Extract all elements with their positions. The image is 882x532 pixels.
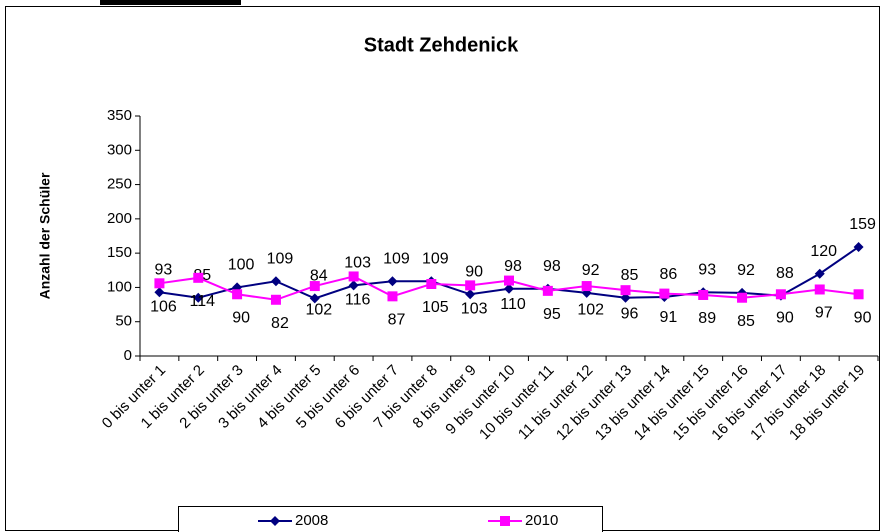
point bbox=[465, 280, 476, 291]
data-label: 82 bbox=[271, 315, 289, 332]
y-tick-label: 100 bbox=[107, 278, 132, 295]
data-label: 91 bbox=[659, 309, 677, 326]
data-label: 98 bbox=[504, 258, 522, 275]
point bbox=[348, 271, 359, 282]
data-label: 110 bbox=[500, 296, 526, 313]
point bbox=[270, 276, 281, 287]
data-label: 95 bbox=[543, 306, 561, 323]
point bbox=[232, 289, 243, 300]
y-tick-label: 200 bbox=[107, 210, 132, 227]
data-label: 106 bbox=[150, 299, 177, 316]
legend-label: 2010 bbox=[525, 512, 558, 529]
data-label: 90 bbox=[776, 310, 794, 327]
point bbox=[193, 292, 204, 303]
legend-label: 2008 bbox=[295, 512, 328, 529]
data-label: 88 bbox=[776, 265, 794, 282]
data-label: 109 bbox=[267, 250, 294, 267]
point bbox=[853, 241, 864, 252]
point bbox=[348, 280, 359, 291]
data-label: 84 bbox=[310, 268, 328, 285]
data-label: 120 bbox=[810, 243, 837, 260]
point bbox=[309, 293, 320, 304]
data-label: 103 bbox=[461, 301, 488, 318]
point bbox=[465, 289, 476, 300]
chart-title: Stadt Zehdenick bbox=[364, 34, 519, 56]
point bbox=[270, 294, 281, 305]
legend-box bbox=[178, 506, 603, 532]
data-label: 116 bbox=[345, 292, 371, 309]
data-label: 102 bbox=[577, 301, 604, 318]
point bbox=[309, 281, 320, 292]
point bbox=[775, 289, 786, 300]
point bbox=[504, 283, 514, 294]
data-label: 93 bbox=[155, 261, 173, 278]
y-tick-label: 300 bbox=[107, 141, 132, 158]
y-tick-label: 50 bbox=[115, 313, 132, 330]
data-label: 105 bbox=[422, 299, 449, 316]
data-label: 96 bbox=[621, 305, 639, 322]
data-label: 92 bbox=[582, 262, 600, 279]
point bbox=[154, 278, 165, 289]
point bbox=[500, 516, 510, 526]
point bbox=[581, 281, 592, 292]
data-label: 85 bbox=[621, 267, 639, 284]
data-label: 85 bbox=[737, 313, 755, 330]
y-axis-label: Anzahl der Schüler bbox=[37, 172, 53, 299]
point bbox=[698, 289, 709, 300]
y-tick-label: 150 bbox=[107, 244, 132, 261]
data-label: 98 bbox=[543, 258, 561, 275]
point bbox=[620, 285, 631, 296]
point bbox=[193, 272, 204, 283]
point bbox=[426, 279, 437, 289]
y-tick-label: 0 bbox=[124, 347, 132, 364]
data-label: 93 bbox=[698, 261, 716, 278]
data-label: 86 bbox=[659, 266, 677, 283]
data-label: 100 bbox=[228, 257, 255, 274]
chart-frame bbox=[5, 6, 880, 531]
data-label: 90 bbox=[854, 310, 872, 327]
point bbox=[542, 285, 553, 296]
point bbox=[814, 268, 825, 279]
data-label: 89 bbox=[698, 310, 716, 327]
data-label: 87 bbox=[388, 312, 406, 329]
data-label: 103 bbox=[344, 255, 371, 272]
point bbox=[737, 292, 748, 303]
point bbox=[814, 284, 825, 295]
data-label: 159 bbox=[849, 216, 876, 233]
point bbox=[154, 287, 165, 298]
data-label: 109 bbox=[422, 250, 449, 267]
data-label: 90 bbox=[232, 310, 250, 327]
point bbox=[659, 288, 670, 299]
point bbox=[853, 289, 864, 300]
data-label: 92 bbox=[737, 262, 755, 279]
data-label: 90 bbox=[465, 264, 483, 281]
data-label: 114 bbox=[190, 293, 216, 310]
data-label: 97 bbox=[815, 305, 833, 322]
y-tick-label: 350 bbox=[107, 107, 132, 124]
point bbox=[270, 516, 280, 526]
point bbox=[387, 276, 398, 287]
point bbox=[504, 275, 514, 286]
data-label: 109 bbox=[383, 250, 410, 267]
point bbox=[387, 291, 398, 302]
point bbox=[620, 292, 631, 303]
data-label: 102 bbox=[305, 301, 332, 318]
y-tick-label: 250 bbox=[107, 176, 132, 193]
top-bar bbox=[100, 0, 241, 5]
